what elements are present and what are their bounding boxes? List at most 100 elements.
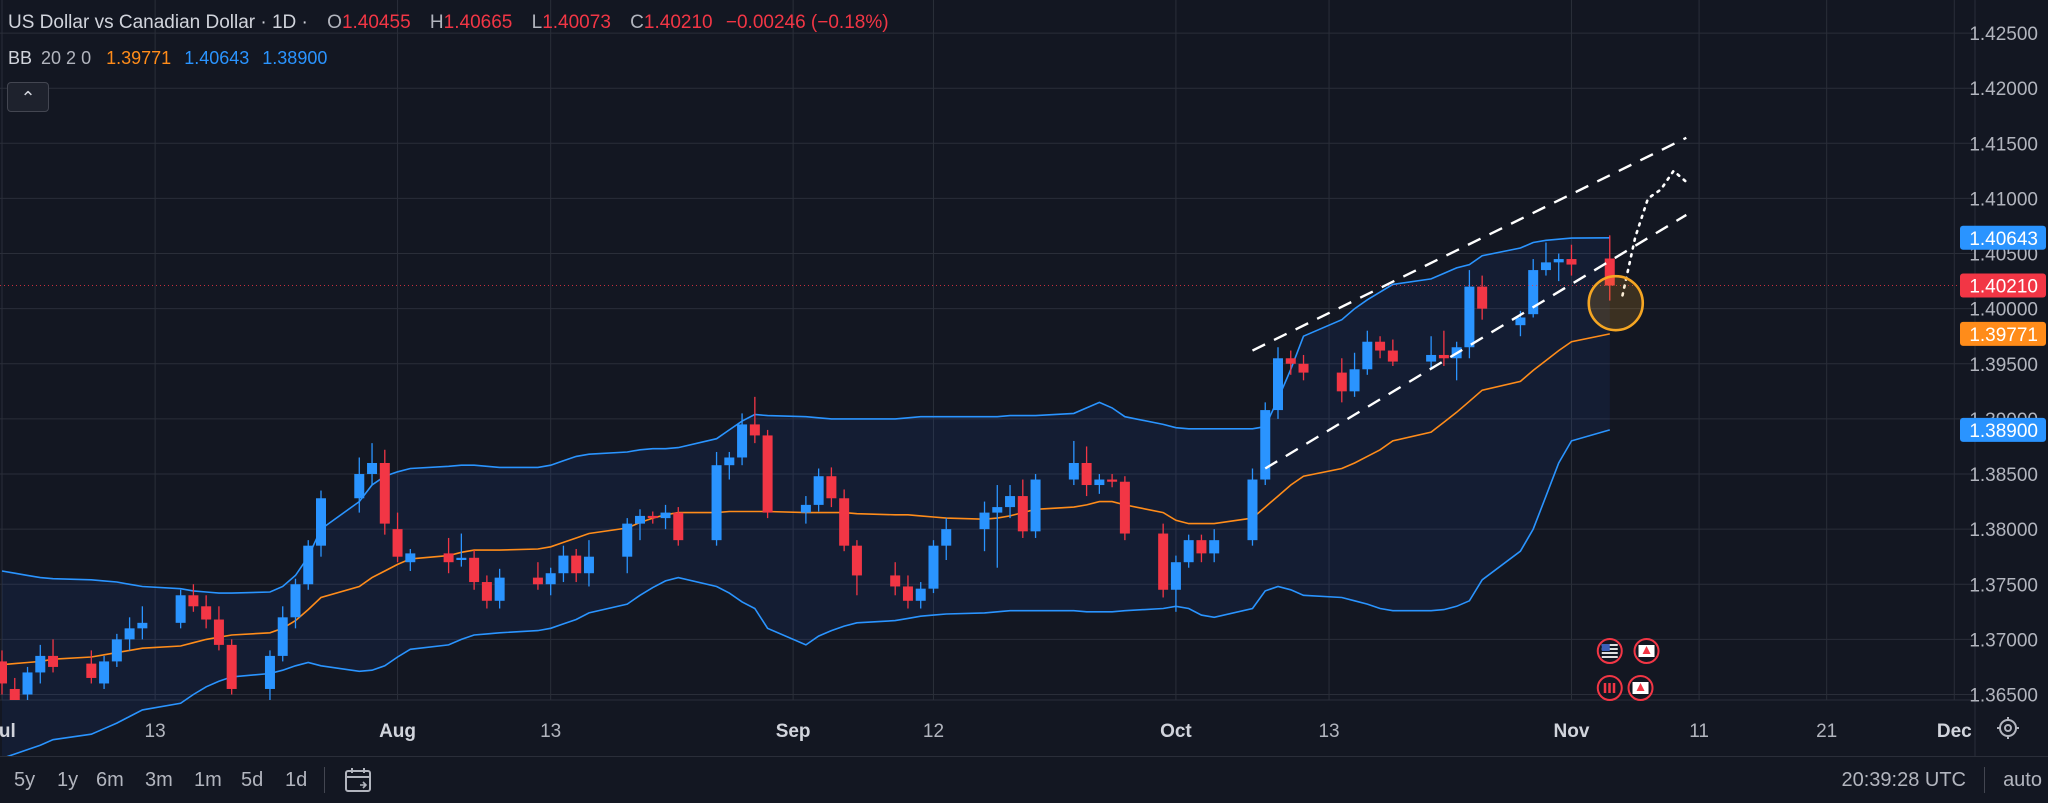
auto-scale-button[interactable]: auto: [2003, 769, 2042, 791]
range-5d-button[interactable]: 5d: [241, 769, 264, 791]
price-axis[interactable]: 1.365001.370001.375001.380001.385001.390…: [1960, 24, 2046, 706]
candle: [1158, 523, 1169, 598]
candle-body: [1094, 479, 1105, 486]
candle: [647, 511, 658, 524]
candle-body: [622, 523, 633, 557]
candle-body: [9, 688, 20, 700]
candle: [1183, 534, 1194, 568]
range-6m-button[interactable]: 6m: [96, 769, 124, 791]
range-5y-button[interactable]: 5y: [14, 769, 36, 791]
candle: [1285, 350, 1296, 375]
candle: [1438, 330, 1449, 366]
candle-body: [48, 655, 59, 667]
indicator-legend[interactable]: BB 20 2 0 1.39771 1.40643 1.38900: [8, 48, 327, 69]
y-tick-label: 1.41500: [1969, 134, 2038, 155]
low-label: L: [531, 12, 543, 33]
high-value: 1.40665: [443, 12, 513, 33]
candle-body: [1196, 540, 1207, 554]
x-tick-label: Oct: [1160, 721, 1192, 742]
candle-body: [711, 465, 722, 541]
candle-body: [979, 512, 990, 530]
candle: [188, 584, 199, 612]
gear-icon[interactable]: [1994, 714, 2022, 742]
toolbar-divider: [324, 767, 325, 793]
candle-body: [226, 644, 237, 689]
candle: [915, 582, 926, 609]
candle-body: [201, 606, 212, 620]
candle-body: [762, 435, 773, 513]
candle: [392, 512, 403, 563]
candle: [1477, 275, 1488, 320]
y-tick-label: 1.38000: [1969, 520, 2038, 541]
candle: [1260, 402, 1271, 486]
candle: [1094, 474, 1105, 494]
candlesticks: [0, 235, 1615, 700]
candle: [1196, 534, 1207, 563]
candle: [979, 501, 990, 552]
chart-drawings[interactable]: [0, 136, 1975, 470]
candle-body: [1081, 462, 1092, 486]
candle-body: [1477, 286, 1488, 309]
change-value: −0.00246 (−0.18%): [725, 12, 889, 33]
range-1m-button[interactable]: 1m: [194, 769, 222, 791]
candle: [635, 509, 645, 541]
candle-body: [1464, 286, 1475, 348]
candle-body: [264, 655, 275, 689]
price-tag-bg: [1960, 417, 2046, 442]
range-1d-button[interactable]: 1d: [285, 769, 308, 791]
y-tick-label: 1.38500: [1969, 465, 2038, 486]
symbol-title[interactable]: US Dollar vs Canadian Dollar · 1D ·: [8, 12, 308, 33]
price-tag-bg: [1960, 225, 2046, 250]
candle-body: [1566, 259, 1577, 265]
calendar-icon[interactable]: [343, 765, 373, 795]
x-tick-label: 13: [540, 721, 561, 742]
candle: [1107, 474, 1118, 488]
range-1y-button[interactable]: 1y: [57, 769, 79, 791]
candle-body: [1030, 479, 1041, 532]
candle: [992, 485, 1003, 568]
candle: [571, 548, 582, 583]
candle-body: [379, 462, 390, 524]
candle: [405, 548, 416, 572]
canada-flag-icon: [1627, 675, 1654, 701]
us-flag-icon: [1596, 638, 1623, 664]
candle: [290, 578, 301, 629]
candle-body: [1528, 270, 1539, 315]
event-markers[interactable]: [1596, 638, 1660, 701]
price-tag-label: 1.38900: [1969, 421, 2038, 442]
x-tick-label: Jul: [0, 721, 16, 742]
candle-body: [1604, 258, 1615, 286]
candle: [379, 449, 390, 535]
candle: [48, 639, 59, 673]
candle: [1273, 347, 1283, 419]
utc-clock[interactable]: 20:39:28 UTC: [1841, 769, 1966, 791]
time-axis[interactable]: Jul13Aug13Sep12Oct13Nov1121Dec11: [0, 721, 2048, 742]
candle-body: [494, 577, 505, 601]
close-price-tag: 1.40210: [1960, 273, 2046, 298]
candle: [226, 639, 237, 695]
y-tick-label: 1.42500: [1969, 24, 2038, 45]
candle: [1387, 339, 1398, 366]
candle-body: [635, 515, 645, 524]
close-label: C: [630, 12, 644, 33]
candle-body: [902, 586, 913, 601]
candle-body: [456, 557, 467, 560]
channel-upper-line: [1251, 136, 1687, 352]
y-tick-label: 1.41000: [1969, 189, 2038, 210]
candle-body: [1273, 358, 1283, 411]
range-3m-button[interactable]: 3m: [145, 769, 173, 791]
candle-body: [86, 663, 97, 678]
candle-body: [583, 556, 594, 574]
candle-body: [392, 529, 403, 557]
candle-body: [405, 553, 416, 563]
candle: [1566, 244, 1577, 276]
x-tick-label: 12: [923, 721, 944, 742]
collapse-legend-button[interactable]: ⌃: [7, 82, 49, 112]
candle-body: [481, 582, 492, 601]
candle-body: [992, 507, 1003, 513]
bb-upper-price-tag: 1.40643: [1960, 225, 2046, 250]
bb-basis-value: 1.39771: [106, 48, 172, 68]
indicator-name[interactable]: BB: [8, 48, 33, 68]
candle-body: [660, 512, 671, 519]
